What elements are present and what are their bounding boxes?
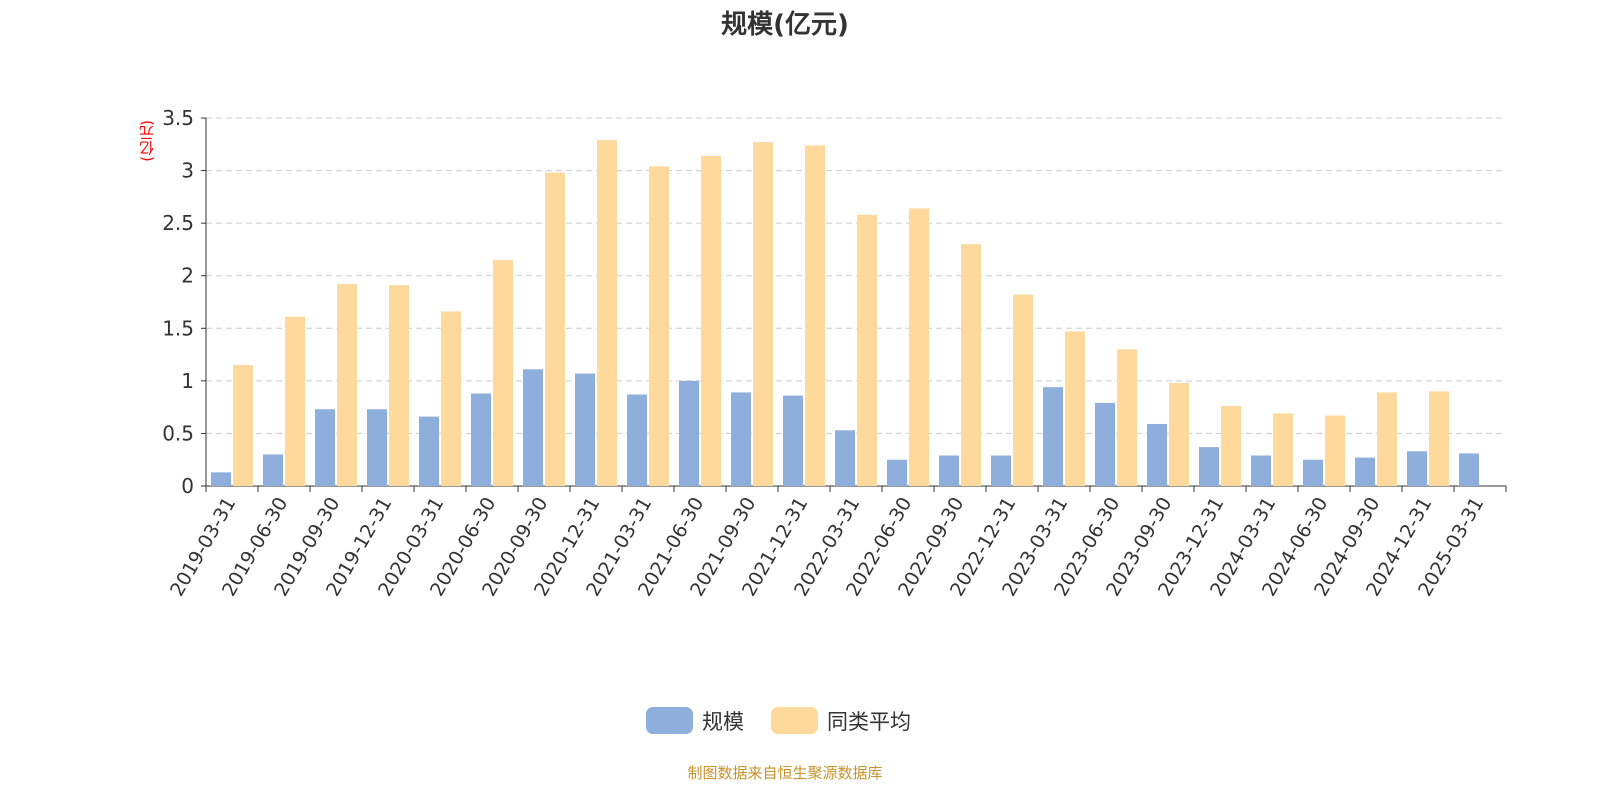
chart-title: 规模(亿元) — [721, 10, 849, 40]
y-tick-label: 1 — [181, 369, 194, 393]
bar-scale — [523, 369, 543, 486]
bar-scale — [419, 416, 439, 486]
bar-peer-average — [233, 365, 253, 486]
bar-scale — [1303, 459, 1323, 486]
bar-scale — [315, 409, 335, 486]
y-tick-label: 3 — [181, 159, 194, 183]
y-tick-label: 0.5 — [162, 421, 194, 445]
bar-scale — [471, 393, 491, 486]
bar-peer-average — [1117, 349, 1137, 486]
bar-peer-average — [805, 145, 825, 486]
bar-scale — [783, 395, 803, 486]
bar-scale — [939, 455, 959, 486]
bar-peer-average — [1377, 392, 1397, 486]
y-tick-label: 2.5 — [162, 211, 194, 235]
bar-scale — [991, 455, 1011, 486]
bar-scale — [1147, 423, 1167, 486]
bar-peer-average — [597, 140, 617, 486]
y-tick-label: 3.5 — [162, 106, 194, 130]
bar-scale — [1355, 457, 1375, 486]
bar-peer-average — [1013, 294, 1033, 486]
bar-peer-average — [1169, 382, 1189, 486]
bar-scale — [1251, 455, 1271, 486]
bar-peer-average — [649, 166, 669, 486]
bar-peer-average — [1065, 331, 1085, 486]
bar-peer-average — [1429, 391, 1449, 486]
bar-scale — [1459, 453, 1479, 486]
bar-peer-average — [961, 244, 981, 486]
bar-peer-average — [1325, 415, 1345, 486]
y-tick-label: 2 — [181, 264, 194, 288]
bar-peer-average — [285, 316, 305, 486]
y-tick-label: 0 — [181, 474, 194, 498]
bar-scale — [835, 430, 855, 486]
bar-peer-average — [493, 259, 513, 486]
bar-peer-average — [545, 172, 565, 486]
bar-scale — [575, 373, 595, 486]
bar-peer-average — [753, 142, 773, 486]
bar-peer-average — [389, 285, 409, 486]
bar-scale — [731, 392, 751, 486]
bar-peer-average — [701, 155, 721, 486]
bar-peer-average — [909, 208, 929, 486]
bar-scale — [679, 380, 699, 486]
bar-scale — [367, 409, 387, 486]
bar-scale — [1407, 451, 1427, 486]
bar-scale — [1199, 447, 1219, 486]
legend-label: 规模 — [702, 710, 744, 734]
y-tick-label: 1.5 — [162, 316, 194, 340]
bar-peer-average — [1273, 413, 1293, 486]
bar-scale — [627, 394, 647, 486]
bar-scale — [887, 459, 907, 486]
bar-peer-average — [1221, 406, 1241, 486]
legend-label: 同类平均 — [827, 710, 911, 734]
legend-swatch — [646, 707, 693, 734]
bar-scale — [1095, 402, 1115, 486]
legend-swatch — [771, 707, 818, 734]
bar-peer-average — [857, 214, 877, 486]
source-footer: 制图数据来自恒生聚源数据库 — [687, 764, 883, 782]
bar-scale — [211, 472, 231, 486]
bar-scale — [263, 454, 283, 486]
bar-scale — [1043, 387, 1063, 486]
bar-peer-average — [337, 284, 357, 486]
bar-peer-average — [441, 311, 461, 486]
